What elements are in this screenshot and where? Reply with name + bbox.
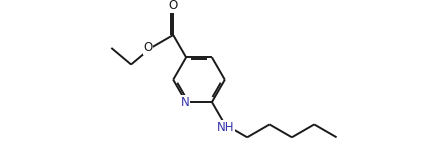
Text: N: N: [181, 96, 189, 109]
Text: O: O: [168, 0, 178, 12]
Text: O: O: [143, 41, 153, 54]
Text: NH: NH: [217, 121, 235, 134]
